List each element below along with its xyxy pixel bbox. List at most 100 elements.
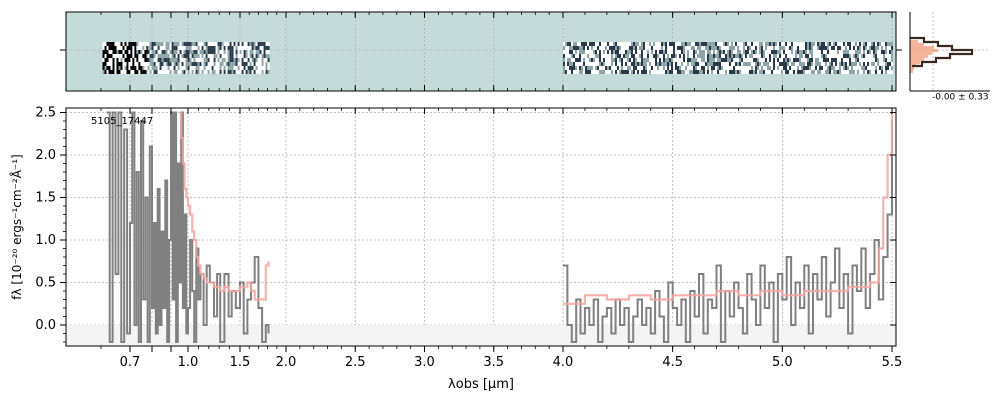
twod-pixel xyxy=(649,70,651,74)
twod-pixel xyxy=(777,46,779,50)
twod-pixel xyxy=(138,46,141,50)
twod-pixel xyxy=(195,50,198,54)
twod-pixel xyxy=(151,62,154,66)
twod-pixel xyxy=(211,50,214,54)
twod-pixel xyxy=(631,62,633,66)
twod-pixel xyxy=(110,46,113,50)
twod-pixel xyxy=(134,50,137,54)
twod-pixel xyxy=(221,66,224,70)
twod-pixel xyxy=(659,50,661,54)
twod-pixel xyxy=(134,58,137,62)
twod-pixel xyxy=(112,42,115,46)
twod-pixel xyxy=(823,66,825,70)
twod-pixel xyxy=(593,42,595,46)
twod-pixel xyxy=(227,54,230,58)
twod-pixel xyxy=(215,66,218,70)
twod-pixel xyxy=(144,50,147,54)
twod-pixel xyxy=(227,62,230,66)
twod-pixel xyxy=(791,46,793,50)
twod-pixel xyxy=(881,42,883,46)
twod-pixel xyxy=(569,54,571,58)
twod-pixel xyxy=(607,42,609,46)
twod-pixel xyxy=(219,50,222,54)
twod-pixel xyxy=(709,58,711,62)
twod-pixel xyxy=(629,66,631,70)
twod-pixel xyxy=(589,62,591,66)
twod-pixel xyxy=(717,46,719,50)
twod-pixel xyxy=(179,54,182,58)
twod-pixel xyxy=(173,46,176,50)
twod-pixel xyxy=(801,54,803,58)
twod-pixel xyxy=(171,54,174,58)
twod-pixel xyxy=(775,70,777,74)
twod-pixel xyxy=(693,66,695,70)
twod-pixel xyxy=(661,46,663,50)
twod-pixel xyxy=(705,66,707,70)
twod-pixel xyxy=(727,62,729,66)
twod-pixel xyxy=(627,58,629,62)
twod-pixel xyxy=(835,70,837,74)
twod-pixel xyxy=(663,54,665,58)
twod-pixel xyxy=(605,46,607,50)
twod-pixel xyxy=(263,50,266,54)
twod-pixel xyxy=(575,46,577,50)
twod-pixel xyxy=(591,46,593,50)
twod-pixel xyxy=(733,70,735,74)
twod-pixel xyxy=(627,46,629,50)
twod-pixel xyxy=(179,58,182,62)
twod-pixel xyxy=(231,42,234,46)
twod-pixel xyxy=(825,42,827,46)
twod-pixel xyxy=(601,58,603,62)
histogram-bars xyxy=(910,36,974,73)
twod-pixel xyxy=(779,50,781,54)
twod-pixel xyxy=(891,46,893,50)
twod-pixel xyxy=(569,66,571,70)
twod-pixel xyxy=(149,54,152,58)
twod-pixel xyxy=(815,70,817,74)
twod-ticks xyxy=(60,12,902,91)
twod-pixel xyxy=(647,62,649,66)
twod-pixel xyxy=(747,62,749,66)
twod-pixel xyxy=(719,70,721,74)
twod-pixel xyxy=(773,42,775,46)
twod-pixel xyxy=(581,58,583,62)
twod-pixel xyxy=(809,42,811,46)
twod-pixel xyxy=(853,42,855,46)
twod-pixel xyxy=(699,46,701,50)
twod-pixel xyxy=(691,62,693,66)
twod-pixel xyxy=(847,54,849,58)
twod-pixel xyxy=(233,62,236,66)
twod-pixel xyxy=(675,70,677,74)
twod-pixel xyxy=(789,50,791,54)
twod-pixel xyxy=(823,70,825,74)
twod-pixel xyxy=(651,62,653,66)
twod-pixel xyxy=(651,46,653,50)
twod-pixel xyxy=(829,50,831,54)
twod-pixel xyxy=(165,54,168,58)
twod-pixel xyxy=(849,62,851,66)
twod-pixel xyxy=(867,50,869,54)
twod-pixel xyxy=(637,46,639,50)
twod-pixel xyxy=(773,70,775,74)
twod-pixel xyxy=(577,50,579,54)
twod-pixel xyxy=(827,62,829,66)
twod-pixel xyxy=(677,46,679,50)
twod-pixel xyxy=(243,46,246,50)
twod-pixel xyxy=(593,58,595,62)
twod-pixel xyxy=(711,54,713,58)
twod-pixel xyxy=(639,58,641,62)
twod-pixel xyxy=(563,50,565,54)
twod-pixel xyxy=(627,54,629,58)
twod-pixel xyxy=(577,46,579,50)
twod-pixel xyxy=(675,66,677,70)
twod-pixel xyxy=(701,50,703,54)
twod-pixel xyxy=(615,46,617,50)
twod-pixel xyxy=(171,58,174,62)
twod-pixel xyxy=(128,42,131,46)
twod-pixel xyxy=(185,58,188,62)
twod-pixel xyxy=(729,58,731,62)
twod-pixel xyxy=(173,54,176,58)
twod-pixel xyxy=(807,54,809,58)
twod-pixel xyxy=(229,42,232,46)
twod-pixel xyxy=(155,50,158,54)
